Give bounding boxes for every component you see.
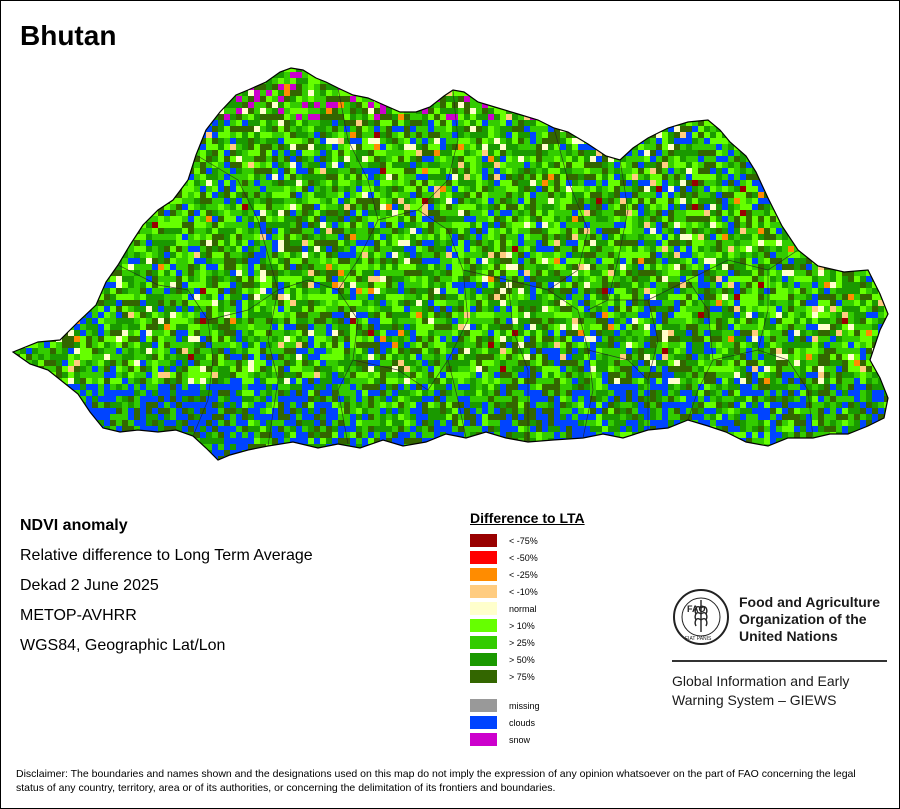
legend-spacer	[470, 685, 585, 697]
legend-item: > 75%	[470, 668, 585, 685]
legend-swatch	[470, 619, 497, 632]
legend-swatch	[470, 602, 497, 615]
legend-label: < -25%	[509, 569, 538, 580]
legend-swatch	[470, 653, 497, 666]
map-title: Bhutan	[20, 20, 117, 51]
product-name: NDVI anomaly	[20, 517, 128, 534]
legend-swatch	[470, 670, 497, 683]
organization-name: Food and Agriculture Organization of the…	[739, 594, 881, 644]
anomaly-raster	[13, 68, 888, 460]
legend-title: Difference to LTA	[470, 510, 585, 526]
legend-item: normal	[470, 600, 585, 617]
legend-label: snow	[509, 734, 531, 745]
branding-divider	[672, 660, 887, 662]
legend-label: clouds	[509, 717, 536, 728]
legend-swatch	[470, 733, 497, 746]
product-sensor: METOP-AVHRR	[20, 607, 137, 624]
legend-item: < -25%	[470, 566, 585, 583]
legend-special-list: missing clouds snow	[470, 697, 585, 748]
legend-item: < -50%	[470, 549, 585, 566]
product-description: Relative difference to Long Term Average	[20, 547, 313, 564]
legend-swatch	[470, 636, 497, 649]
product-projection: WGS84, Geographic Lat/Lon	[20, 637, 226, 654]
legend-label: < -10%	[509, 586, 538, 597]
system-name: Global Information and Early Warning Sys…	[672, 673, 850, 708]
product-period: Dekad 2 June 2025	[20, 577, 159, 594]
legend-swatch	[470, 699, 497, 712]
legend-label: > 10%	[509, 620, 535, 631]
district-boundaries	[117, 87, 814, 447]
legend-item: > 10%	[470, 617, 585, 634]
legend-swatch	[470, 716, 497, 729]
legend-label: < -75%	[509, 535, 538, 546]
legend-item: > 50%	[470, 651, 585, 668]
legend-label: > 75%	[509, 671, 535, 682]
legend-swatch	[470, 534, 497, 547]
fao-logo-icon: FAO FIAT PANIS	[673, 589, 729, 645]
legend-swatch	[470, 585, 497, 598]
legend-class-list: < -75% < -50% < -25% < -10% normal > 10%…	[470, 532, 585, 685]
legend-label: normal	[509, 603, 537, 614]
legend-item: missing	[470, 697, 585, 714]
legend-swatch	[470, 551, 497, 564]
legend-item: < -10%	[470, 583, 585, 600]
legend: Difference to LTA < -75% < -50% < -25% <…	[470, 510, 585, 748]
legend-label: missing	[509, 700, 540, 711]
legend-item: < -75%	[470, 532, 585, 549]
legend-label: > 50%	[509, 654, 535, 665]
ndvi-anomaly-map	[8, 60, 892, 470]
map-info: NDVI anomaly Relative difference to Long…	[20, 515, 313, 665]
legend-item: snow	[470, 731, 585, 748]
legend-swatch	[470, 568, 497, 581]
legend-label: > 25%	[509, 637, 535, 648]
disclaimer: Disclaimer: The boundaries and names sho…	[16, 768, 856, 794]
legend-item: clouds	[470, 714, 585, 731]
legend-item: > 25%	[470, 634, 585, 651]
legend-label: < -50%	[509, 552, 538, 563]
